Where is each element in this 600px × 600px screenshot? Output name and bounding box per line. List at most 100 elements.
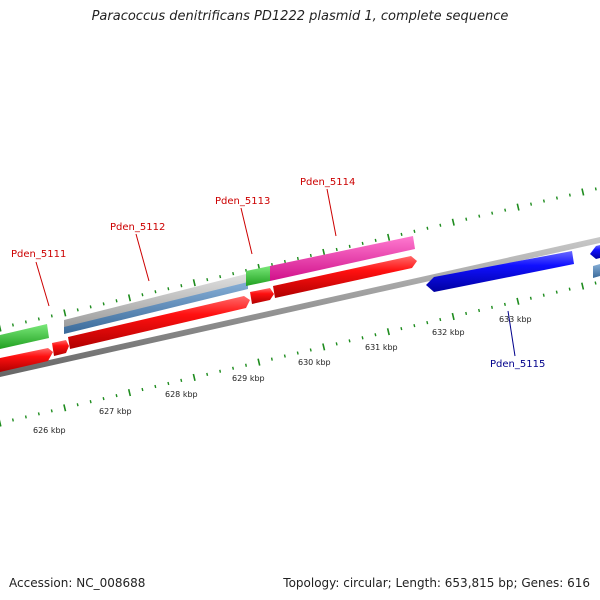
minor-tick [348,244,351,249]
minor-tick [529,296,532,300]
gene-label-pden-5112: Pden_5112 [110,222,165,233]
forward-cds-arrow [273,256,417,298]
minor-tick [141,293,144,297]
major-tick [581,188,585,196]
minor-tick [89,400,92,404]
major-tick [257,358,261,366]
minor-tick [426,320,429,325]
scale-labels: 626 kbp 627 kbp 628 kbp 629 kbp 630 kbp … [33,315,532,435]
major-tick [516,203,520,211]
minor-tick [555,290,558,294]
major-tick [63,309,67,317]
minor-tick [24,415,27,419]
steel-feature-bar-right [593,264,600,278]
minor-tick [309,348,312,352]
minor-tick [400,327,403,331]
gene-label-connectors [35,188,337,307]
scale-label: 628 kbp [165,390,198,399]
minor-tick [167,381,170,386]
topology-summary: Topology: circular; Length: 653,815 bp; … [283,576,590,590]
minor-tick [50,409,53,413]
scale-label: 631 kbp [365,343,398,352]
minor-tick [283,354,286,358]
minor-tick [76,403,79,407]
scale-label: 632 kbp [432,328,465,337]
minor-tick [50,314,53,318]
scale-label: 630 kbp [298,358,331,367]
minor-tick [413,229,416,233]
major-tick [516,297,520,305]
major-tick [0,419,2,427]
pink-feature-bar [270,236,415,281]
steel-feature-bar [64,282,248,334]
major-tick [192,373,196,381]
minor-tick [206,278,209,282]
scale-label: 633 kbp [499,315,532,324]
major-tick [127,294,132,302]
minor-tick [11,323,14,327]
minor-tick [245,363,247,367]
minor-tick [568,193,571,197]
minor-tick [219,275,222,279]
minor-tick [102,302,105,306]
gene-label-pden-5114: Pden_5114 [300,177,355,188]
minor-tick [542,293,545,297]
minor-tick [283,259,286,264]
forward-cds-arrow [250,288,274,304]
minor-tick [568,287,571,291]
minor-tick [232,271,235,276]
minor-tick [76,308,79,312]
forward-cds-arrow [0,348,53,372]
minor-tick [400,232,403,236]
minor-tick [232,366,235,370]
minor-tick [361,241,364,245]
minor-tick [413,324,416,328]
major-tick [386,328,390,336]
minor-tick [594,187,597,191]
major-tick [581,282,585,290]
minor-tick [296,256,299,261]
major-tick [451,312,455,321]
minor-tick [374,238,377,242]
gene-label-connector-reverse [507,310,516,357]
minor-tick [530,202,533,206]
minor-tick [296,351,299,355]
scale-label: 626 kbp [33,426,66,435]
sequence-backbone [0,237,600,377]
scale-label: 627 kbp [99,407,132,416]
minor-tick [348,339,351,343]
minor-tick [154,290,157,294]
major-tick [192,279,196,287]
minor-tick [309,253,312,258]
forward-cds-arrow [52,340,69,356]
minor-tick [491,305,493,309]
minor-tick [115,394,118,398]
minor-tick [478,214,481,218]
green-feature-bar [246,266,270,286]
minor-tick [206,372,209,376]
minor-tick [594,281,597,285]
gene-label-pden-5113: Pden_5113 [215,196,270,207]
minor-tick [24,320,27,324]
major-tick [387,233,391,241]
reverse-cds-arrow [590,245,600,259]
minor-tick [271,262,273,267]
minor-tick [180,284,183,288]
minor-tick [555,196,558,200]
minor-tick [335,342,338,346]
scale-label: 629 kbp [232,374,265,383]
minor-tick [335,247,338,252]
major-tick [127,389,132,397]
minor-tick [504,208,507,212]
map-title: Paracoccus denitrificans PD1222 plasmid … [91,9,509,24]
major-tick [0,324,2,332]
minor-tick [11,418,14,422]
minor-tick [439,223,442,227]
minor-tick [361,336,364,340]
green-feature-bar-left [0,324,49,349]
major-tick [451,218,455,226]
minor-tick [465,217,468,221]
minor-tick [115,299,118,303]
minor-tick [219,369,222,373]
